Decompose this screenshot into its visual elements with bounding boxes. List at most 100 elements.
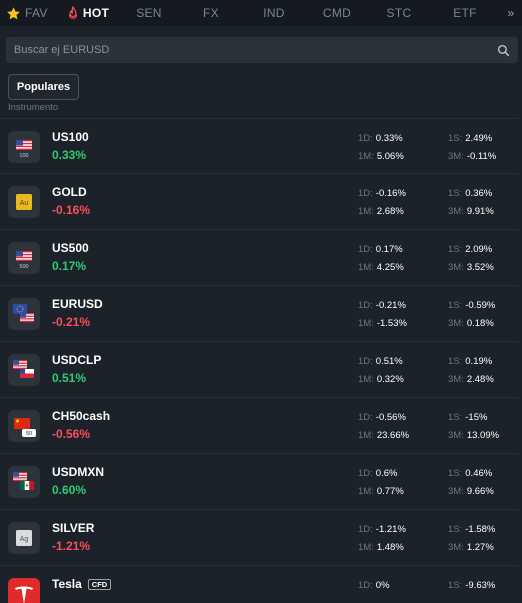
tab-label: ETF <box>453 6 477 20</box>
star-icon <box>6 6 21 21</box>
stat-1d: 1D: 0.33% <box>358 133 403 144</box>
stat-1m: 1M: 5.06% <box>358 151 404 162</box>
instrument-symbol: Tesla CFD <box>52 577 112 591</box>
us-flag-icon: 500 <box>8 242 40 274</box>
stat-3m: 3M: 9.66% <box>448 486 494 497</box>
instrument-symbol: US100 <box>52 130 89 144</box>
tab-fx[interactable]: FX <box>180 0 242 26</box>
silver-icon: Ag <box>8 522 40 554</box>
instrument-row-us100[interactable]: 100 US100 0.33% 1D: 0.33% 1M: 5.06% 1S: 2.4… <box>0 118 522 174</box>
category-tabs: FAV HOT SEN FX IND CMD STC ETF » <box>0 0 522 26</box>
instrument-list: 100 US100 0.33% 1D: 0.33% 1M: 5.06% 1S: 2.4… <box>0 118 522 603</box>
stat-3m: 3M: 3.52% <box>448 262 494 273</box>
instrument-row-eurusd[interactable]: EURUSD -0.21% 1D: -0.21% 1M: -1.53% 1S: -0.… <box>0 286 522 342</box>
instrument-symbol: GOLD <box>52 185 87 199</box>
us-cl-flags-icon <box>8 354 40 386</box>
tab-etf[interactable]: ETF <box>430 0 500 26</box>
stat-1s: 1S: -15% <box>448 412 488 423</box>
cfd-badge: CFD <box>87 579 112 590</box>
stat-1m: 1M: 23.66% <box>358 430 410 441</box>
tab-sen[interactable]: SEN <box>118 0 180 26</box>
tab-label: HOT <box>82 6 110 20</box>
stat-3m: 3M: 9.91% <box>448 206 494 217</box>
tab-cmd[interactable]: CMD <box>306 0 368 26</box>
search-input[interactable] <box>14 44 497 56</box>
stat-1s: 1S: 2.49% <box>448 133 493 144</box>
instrument-symbol: USDMXN <box>52 465 105 479</box>
us-mx-flags-icon <box>8 466 40 498</box>
gold-icon: Au <box>8 186 40 218</box>
instrument-symbol: EURUSD <box>52 297 103 311</box>
stat-1s: 1S: -9.63% <box>448 580 496 591</box>
tab-label: FX <box>203 6 219 20</box>
stat-1s: 1S: 0.36% <box>448 188 493 199</box>
instrument-row-tesla[interactable]: Tesla CFD 1D: 0% 1S: -9.63% <box>0 566 522 603</box>
stat-1d: 1D: 0.6% <box>358 468 398 479</box>
instrument-change: 0.33% <box>52 148 87 162</box>
tesla-logo-icon <box>8 578 40 603</box>
svg-text:50: 50 <box>26 431 32 437</box>
svg-text:100: 100 <box>19 153 28 159</box>
instrument-row-usdmxn[interactable]: USDMXN 0.60% 1D: 0.6% 1M: 0.77% 1S: 0.46% 3… <box>0 454 522 510</box>
instrument-change: -1.21% <box>52 539 91 553</box>
tab-hot[interactable]: HOT <box>58 0 118 26</box>
stat-1d: 1D: -1.21% <box>358 524 406 535</box>
tab-stc[interactable]: STC <box>368 0 430 26</box>
us-flag-icon: 100 <box>8 131 40 163</box>
scrollbar[interactable] <box>518 118 522 603</box>
instrument-symbol: SILVER <box>52 521 95 535</box>
more-tabs-button[interactable]: » <box>500 0 522 26</box>
svg-text:Au: Au <box>20 200 29 207</box>
svg-text:500: 500 <box>19 264 28 270</box>
stat-1m: 1M: 1.48% <box>358 542 404 553</box>
instrument-symbol: USDCLP <box>52 353 102 367</box>
instrument-change: 0.60% <box>52 483 87 497</box>
stat-1d: 1D: 0.17% <box>358 244 403 255</box>
tab-label: SEN <box>136 6 162 20</box>
stat-3m: 3M: -0.11% <box>448 151 497 162</box>
stat-1m: 1M: 2.68% <box>358 206 404 217</box>
svg-text:Ag: Ag <box>20 536 29 543</box>
instrument-change: -0.21% <box>52 315 91 329</box>
instrument-symbol: CH50cash <box>52 409 111 423</box>
tab-label: IND <box>263 6 285 20</box>
stat-1d: 1D: 0% <box>358 580 390 591</box>
tab-label: STC <box>386 6 412 20</box>
stat-1s: 1S: -1.58% <box>448 524 496 535</box>
instrument-change: -0.16% <box>52 203 91 217</box>
stat-1d: 1D: -0.16% <box>358 188 406 199</box>
stat-1m: 1M: -1.53% <box>358 318 407 329</box>
instrument-change: -0.56% <box>52 427 91 441</box>
stat-1d: 1D: -0.56% <box>358 412 406 423</box>
stat-1s: 1S: -0.59% <box>448 300 496 311</box>
instrument-row-us500[interactable]: 500 US500 0.17% 1D: 0.17% 1M: 4.25% 1S: 2.0… <box>0 230 522 286</box>
stat-1m: 1M: 4.25% <box>358 262 404 273</box>
stat-3m: 3M: 2.48% <box>448 374 494 385</box>
stat-1s: 1S: 0.46% <box>448 468 493 479</box>
instrument-row-usdclp[interactable]: USDCLP 0.51% 1D: 0.51% 1M: 0.32% 1S: 0.19% … <box>0 342 522 398</box>
tab-ind[interactable]: IND <box>242 0 306 26</box>
eu-us-flags-icon <box>8 298 40 330</box>
search-icon[interactable] <box>497 44 510 57</box>
instrument-row-ch50cash[interactable]: 50 CH50cash -0.56% 1D: -0.56% 1M: 23.66% 1… <box>0 398 522 454</box>
instrument-change: 0.17% <box>52 259 87 273</box>
tab-fav[interactable]: FAV <box>0 0 58 26</box>
tab-label: FAV <box>25 6 48 20</box>
cn-flag-icon: 50 <box>8 410 40 442</box>
instrument-row-gold[interactable]: Au GOLD -0.16% 1D: -0.16% 1M: 2.68% 1S: 0.3… <box>0 174 522 230</box>
double-chevron-right-icon: » <box>507 6 515 20</box>
search-bar <box>6 37 518 63</box>
stat-3m: 3M: 0.18% <box>448 318 494 329</box>
column-label: Instrumento <box>8 102 59 113</box>
stat-1d: 1D: -0.21% <box>358 300 406 311</box>
instrument-change: 0.51% <box>52 371 87 385</box>
stat-3m: 3M: 13.09% <box>448 430 500 441</box>
populares-filter-button[interactable]: Populares <box>8 74 79 100</box>
instrument-row-silver[interactable]: Ag SILVER -1.21% 1D: -1.21% 1M: 1.48% 1S: -… <box>0 510 522 566</box>
stat-1d: 1D: 0.51% <box>358 356 403 367</box>
tab-label: CMD <box>322 6 352 20</box>
stat-1m: 1M: 0.77% <box>358 486 404 497</box>
stat-1s: 1S: 0.19% <box>448 356 493 367</box>
stat-3m: 3M: 1.27% <box>448 542 494 553</box>
stat-1m: 1M: 0.32% <box>358 374 404 385</box>
